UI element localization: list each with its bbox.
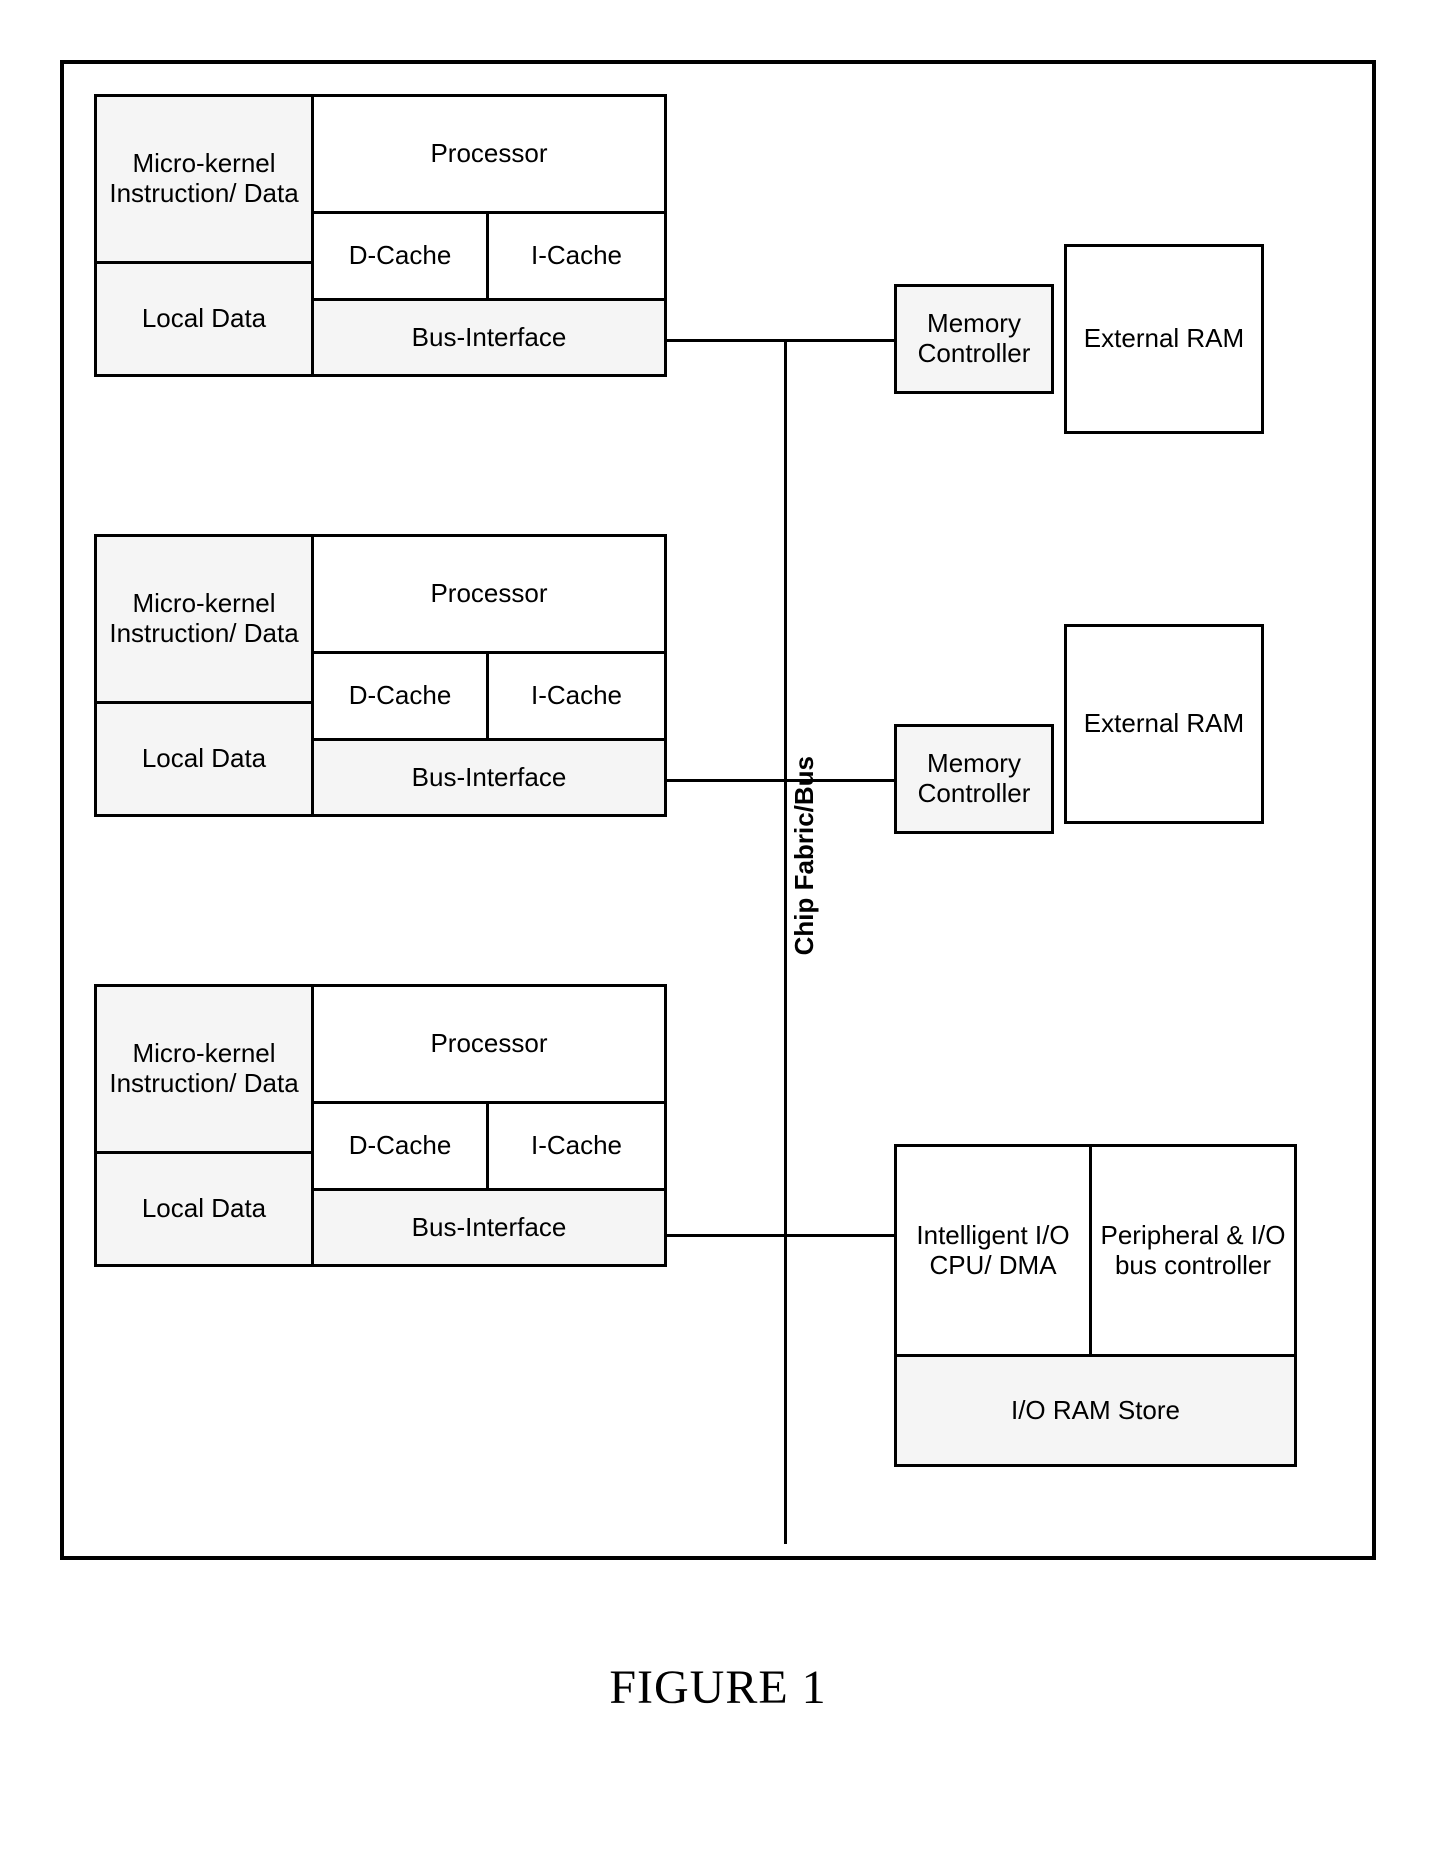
bus-vertical-line <box>784 339 787 1544</box>
io-block: Intelligent I/O CPU/ DMA Peripheral & I/… <box>894 1144 1294 1464</box>
mem2-external-ram: External RAM <box>1064 624 1264 824</box>
mem2-bus-connector <box>784 779 896 782</box>
mem1-controller: Memory Controller <box>894 284 1054 394</box>
cpu1-dcache: D-Cache <box>311 211 489 301</box>
cpu-block-3: Micro-kernel Instruction/ Data Local Dat… <box>94 984 664 1264</box>
io-ram-store: I/O RAM Store <box>894 1354 1297 1467</box>
cpu3-dcache: D-Cache <box>311 1101 489 1191</box>
mem2-controller: Memory Controller <box>894 724 1054 834</box>
cpu3-processor: Processor <box>311 984 667 1104</box>
io-bus-connector <box>784 1234 896 1237</box>
mem1-external-ram: External RAM <box>1064 244 1264 434</box>
cpu3-icache: I-Cache <box>486 1101 667 1191</box>
cpu3-kernel: Micro-kernel Instruction/ Data <box>94 984 314 1154</box>
figure-caption: FIGURE 1 <box>0 1660 1436 1715</box>
cpu2-processor: Processor <box>311 534 667 654</box>
cpu2-dcache: D-Cache <box>311 651 489 741</box>
cpu1-processor: Processor <box>311 94 667 214</box>
cpu2-local-data: Local Data <box>94 701 314 817</box>
cpu2-kernel: Micro-kernel Instruction/ Data <box>94 534 314 704</box>
cpu3-bus-connector <box>664 1234 786 1237</box>
cpu-block-1: Micro-kernel Instruction/ Data Local Dat… <box>94 94 664 374</box>
mem1-bus-connector <box>784 339 896 342</box>
cpu2-bus-connector <box>664 779 786 782</box>
cpu2-busif: Bus-Interface <box>311 738 667 817</box>
cpu3-busif: Bus-Interface <box>311 1188 667 1267</box>
cpu1-kernel: Micro-kernel Instruction/ Data <box>94 94 314 264</box>
cpu1-bus-connector <box>664 339 786 342</box>
cpu1-busif: Bus-Interface <box>311 298 667 377</box>
cpu1-icache: I-Cache <box>486 211 667 301</box>
io-peripheral-controller: Peripheral & I/O bus controller <box>1089 1144 1297 1357</box>
diagram-canvas: Chip Fabric/Bus Micro-kernel Instruction… <box>60 60 1376 1560</box>
cpu2-icache: I-Cache <box>486 651 667 741</box>
cpu-block-2: Micro-kernel Instruction/ Data Local Dat… <box>94 534 664 814</box>
io-cpu-dma: Intelligent I/O CPU/ DMA <box>894 1144 1092 1357</box>
cpu3-local-data: Local Data <box>94 1151 314 1267</box>
bus-label: Chip Fabric/Bus <box>788 754 821 957</box>
cpu1-local-data: Local Data <box>94 261 314 377</box>
